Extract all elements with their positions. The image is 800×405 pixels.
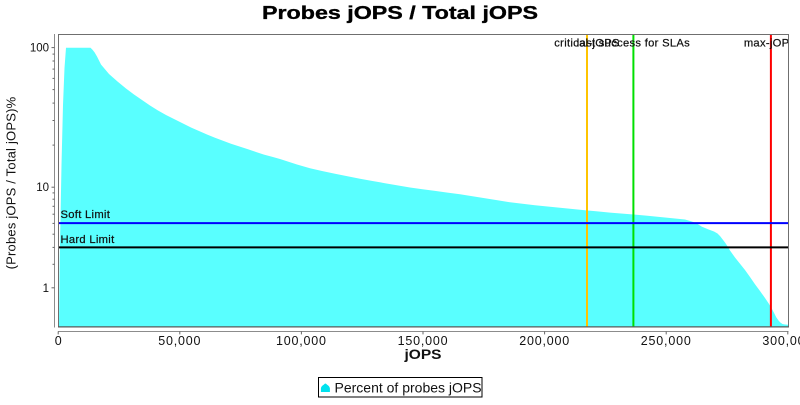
svg-text:10: 10 [36,182,49,194]
svg-text:150,000: 150,000 [398,334,449,348]
svg-text:50,000: 50,000 [158,334,201,348]
svg-text:jOPS: jOPS [403,347,441,362]
svg-text:(Probes jOPS / Total jOPS)%: (Probes jOPS / Total jOPS)% [4,96,19,269]
svg-text:Percent of probes jOPS: Percent of probes jOPS [335,380,482,396]
svg-text:250,000: 250,000 [641,334,692,348]
svg-text:last success for SLAs: last success for SLAs [577,38,690,50]
svg-text:1: 1 [43,283,49,295]
svg-text:0: 0 [55,334,62,348]
svg-text:300,000: 300,000 [762,334,800,348]
svg-text:Probes jOPS / Total jOPS: Probes jOPS / Total jOPS [262,2,538,23]
svg-text:200,000: 200,000 [519,334,570,348]
svg-text:Hard Limit: Hard Limit [61,234,116,246]
svg-text:Soft Limit: Soft Limit [61,209,111,221]
svg-text:critical-jOPS: critical-jOPS [554,38,619,50]
svg-text:max-jOPS: max-jOPS [744,38,797,50]
svg-text:100,000: 100,000 [276,334,327,348]
svg-text:100: 100 [30,43,49,55]
